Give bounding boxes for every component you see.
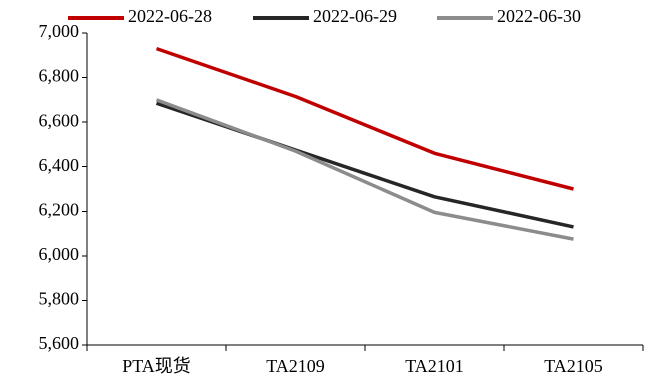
legend-item: 2022-06-29 <box>253 6 397 26</box>
legend: 2022-06-28 2022-06-29 2022-06-30 <box>68 6 581 26</box>
y-tick-label: 6,400 <box>39 155 80 175</box>
y-tick-label: 6,600 <box>39 110 80 130</box>
x-tick-label: PTA现货 <box>122 356 191 376</box>
legend-label: 2022-06-28 <box>128 6 212 26</box>
legend-label: 2022-06-29 <box>313 6 397 26</box>
legend-item: 2022-06-28 <box>68 6 212 26</box>
x-tick-label: TA2109 <box>266 356 325 376</box>
y-tick-label: 6,000 <box>39 244 80 264</box>
x-axis: PTA现货 TA2109 TA2101 TA2105 <box>87 345 643 376</box>
y-tick-label: 6,200 <box>39 199 80 219</box>
y-tick-label: 6,800 <box>39 66 80 86</box>
x-tick-label: TA2105 <box>544 356 603 376</box>
y-tick-label: 5,800 <box>39 289 80 309</box>
y-tick-label: 7,000 <box>39 21 80 41</box>
y-tick-label: 5,600 <box>39 333 80 353</box>
series-line-2022-06-30 <box>157 100 574 239</box>
series-layer <box>157 49 574 240</box>
legend-item: 2022-06-30 <box>437 6 581 26</box>
x-tick-label: TA2101 <box>405 356 464 376</box>
legend-label: 2022-06-30 <box>497 6 581 26</box>
y-axis: 5,600 5,800 6,000 6,200 6,400 6,600 6,800 7,000 <box>39 21 88 353</box>
series-line-2022-06-28 <box>157 49 574 189</box>
